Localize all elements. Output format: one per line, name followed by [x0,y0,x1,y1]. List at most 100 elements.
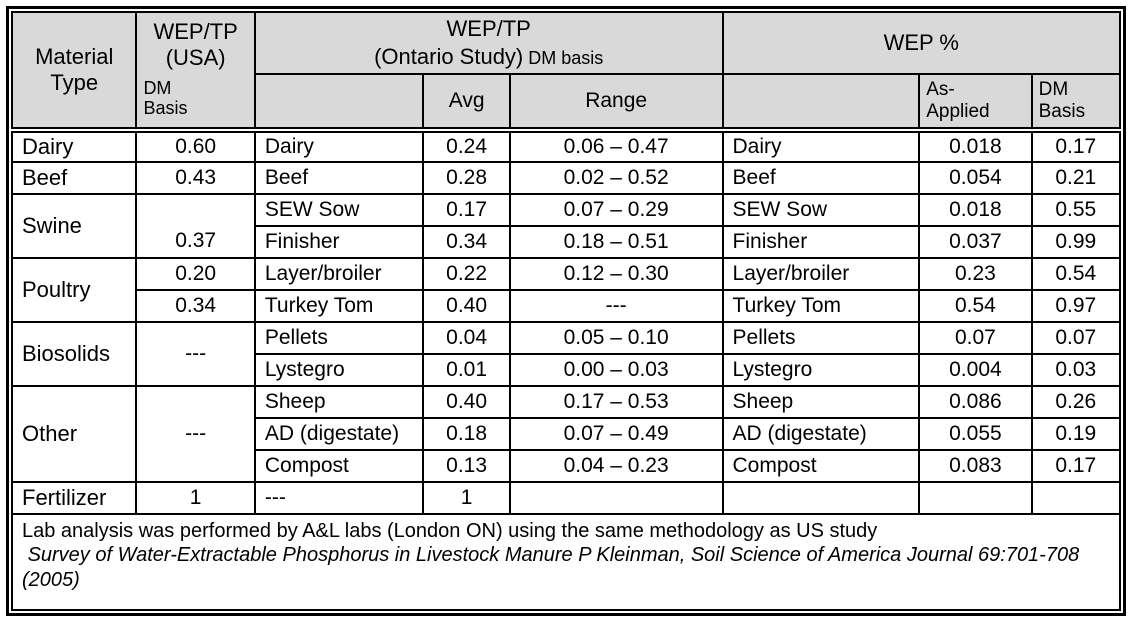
avg-column-header: Avg [422,73,511,133]
fertilizer-wep-name [721,481,921,515]
ad-digestate-wep-name: AD (digestate) [721,417,921,451]
row-biosolids-lystegro: Lystegro 0.01 0.00 – 0.03 Lystegro 0.004… [12,353,1122,387]
row-other-sheep: Other --- Sheep 0.40 0.17 – 0.53 Sheep 0… [10,385,1122,483]
beef-dm-basis-value: 0.21 [1030,161,1122,195]
sheep-ontario-name: Sheep [253,385,425,419]
fertilizer-as-applied-value [918,481,1033,515]
wep-tp-usa-dm-basis-label: DM Basis [143,77,188,119]
sheep-range-value: 0.17 – 0.53 [508,385,724,419]
pellets-avg-value: 0.04 [422,321,511,355]
ad-digestate-as-applied-value: 0.055 [918,417,1033,451]
sew-sow-ontario-name: SEW Sow [253,193,425,227]
sheep-as-applied-value: 0.086 [918,385,1033,419]
compost-avg-value: 0.13 [422,449,511,483]
fertilizer-dm-basis-value [1030,481,1122,515]
turkey-tom-ontario-name: Turkey Tom [253,289,425,323]
beef-ontario-name: Beef [253,161,425,195]
lystegro-wep-name: Lystegro [721,353,921,387]
wep-tp-usa-title: WEP/TP (USA) [153,19,238,71]
ontario-dm-basis-note: DM basis [523,48,604,68]
fertilizer-ontario-name: --- [253,481,425,515]
layer-broiler-ontario-name: Layer/broiler [253,257,425,291]
sheep-dm-basis-value: 0.26 [1030,385,1122,419]
dairy-as-applied-value: 0.018 [918,129,1033,163]
as-applied-column-header: As- Applied [918,73,1033,133]
biosolids-usa-value: --- [135,321,256,387]
footnote-cell: Lab analysis was performed by A&L labs (… [11,513,1121,611]
beef-avg-value: 0.28 [422,161,511,195]
poultry-usa-value-1: 0.20 [135,257,256,291]
footnote-citation: Survey of Water-Extractable Phosphorus i… [22,544,1085,591]
row-biosolids-pellets: Biosolids --- Pellets 0.04 0.05 – 0.10 P… [10,321,1122,387]
table-frame: Material Type WEP/TP (USA) DM Basis WEP/… [6,6,1126,616]
ad-digestate-range-value: 0.07 – 0.49 [508,417,724,451]
row-other-ad-digestate: AD (digestate) 0.18 0.07 – 0.49 AD (dige… [12,417,1122,451]
wep-tp-usa-header: WEP/TP (USA) DM Basis [135,11,256,133]
row-poultry-layer-broiler: Poultry 0.20 Layer/broiler 0.22 0.12 – 0… [10,257,1122,323]
material-type-header: Material Type [10,11,138,133]
dairy-dm-basis-value: 0.17 [1030,129,1122,163]
pellets-wep-name: Pellets [721,321,921,355]
lystegro-range-value: 0.00 – 0.03 [508,353,724,387]
ad-digestate-avg-value: 0.18 [422,417,511,451]
beef-usa-value: 0.43 [135,161,256,195]
ad-digestate-ontario-name: AD (digestate) [253,417,425,451]
sew-sow-dm-basis-value: 0.55 [1030,193,1122,227]
layer-broiler-range-value: 0.12 – 0.30 [508,257,724,291]
beef-material-cell: Beef [10,161,138,195]
dairy-material-cell: Dairy [10,129,138,163]
row-swine-finisher: Finisher 0.34 0.18 – 0.51 Finisher 0.037… [12,225,1122,259]
row-other-compost: Compost 0.13 0.04 – 0.23 Compost 0.083 0… [12,449,1122,483]
compost-range-value: 0.04 – 0.23 [508,449,724,483]
finisher-wep-name: Finisher [721,225,921,259]
lystegro-dm-basis-value: 0.03 [1030,353,1122,387]
layer-broiler-avg-value: 0.22 [422,257,511,291]
row-poultry-turkey-tom: 0.34 Turkey Tom 0.40 --- Turkey Tom 0.54… [12,289,1122,323]
poultry-usa-value-2: 0.34 [135,289,256,323]
fertilizer-avg-value: 1 [422,481,511,515]
range-column-header: Range [508,73,724,133]
dairy-ontario-name: Dairy [253,129,425,163]
turkey-tom-wep-name: Turkey Tom [721,289,921,323]
turkey-tom-as-applied-value: 0.54 [918,289,1033,323]
row-swine-sew-sow: Swine 0.37 SEW Sow 0.17 0.07 – 0.29 SEW … [10,193,1122,259]
header-row-2: Avg Range As- Applied DM Basis [12,73,1122,133]
lystegro-ontario-name: Lystegro [253,353,425,387]
sheep-wep-name: Sheep [721,385,921,419]
wep-tp-ontario-title: WEP/TP [446,16,531,41]
pellets-range-value: 0.05 – 0.10 [508,321,724,355]
poultry-material-cell: Poultry [10,257,138,323]
wep-percent-header: WEP % [721,11,1122,75]
beef-range-value: 0.02 – 0.52 [508,161,724,195]
sew-sow-wep-name: SEW Sow [721,193,921,227]
dairy-avg-value: 0.24 [422,129,511,163]
table-header: Material Type WEP/TP (USA) DM Basis WEP/… [10,11,1122,133]
turkey-tom-avg-value: 0.40 [422,289,511,323]
wep-tp-ontario-subtitle: (Ontario Study) DM basis [374,44,604,69]
turkey-tom-dm-basis-value: 0.97 [1030,289,1122,323]
layer-broiler-as-applied-value: 0.23 [918,257,1033,291]
row-beef: Beef 0.43 Beef 0.28 0.02 – 0.52 Beef 0.0… [10,161,1122,195]
biosolids-material-cell: Biosolids [10,321,138,387]
compost-wep-name: Compost [721,449,921,483]
fertilizer-range-value [508,481,724,515]
finisher-avg-value: 0.34 [422,225,511,259]
dairy-wep-name: Dairy [721,129,921,163]
pellets-as-applied-value: 0.07 [918,321,1033,355]
table-body: Dairy 0.60 Dairy 0.24 0.06 – 0.47 Dairy … [10,129,1122,611]
dm-basis-column-header: DM Basis [1030,73,1122,133]
ontario-name-subheader [253,73,425,133]
dairy-range-value: 0.06 – 0.47 [508,129,724,163]
swine-usa-value: 0.37 [135,193,256,259]
wep-percent-name-subheader [721,73,921,133]
other-material-cell: Other [10,385,138,483]
sheep-avg-value: 0.40 [422,385,511,419]
dairy-usa-value: 0.60 [135,129,256,163]
footnote-row: Lab analysis was performed by A&L labs (… [11,513,1121,611]
pellets-ontario-name: Pellets [253,321,425,355]
row-dairy: Dairy 0.60 Dairy 0.24 0.06 – 0.47 Dairy … [10,129,1122,163]
finisher-dm-basis-value: 0.99 [1030,225,1122,259]
pellets-dm-basis-value: 0.07 [1030,321,1122,355]
beef-as-applied-value: 0.054 [918,161,1033,195]
wep-tp-data-table: Material Type WEP/TP (USA) DM Basis WEP/… [10,11,1122,611]
